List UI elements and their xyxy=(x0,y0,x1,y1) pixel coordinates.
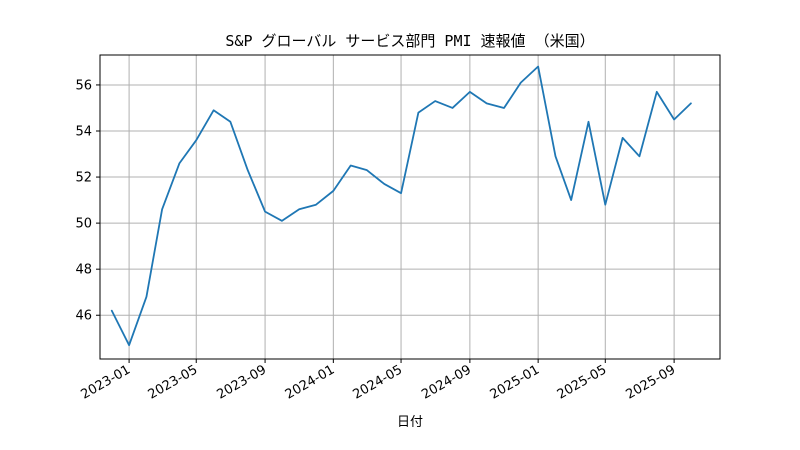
data-point xyxy=(537,65,540,68)
data-point xyxy=(298,208,301,211)
data-point xyxy=(365,169,368,172)
x-tick-label: 2024-09 xyxy=(419,362,474,402)
grid xyxy=(100,55,720,359)
data-point xyxy=(332,189,335,192)
data-point xyxy=(417,111,420,114)
x-tick-label: 2024-05 xyxy=(350,362,405,402)
x-tick-label: 2023-01 xyxy=(79,362,134,402)
series-layer xyxy=(110,65,692,347)
x-axis-label: 日付 xyxy=(397,415,423,430)
x-tick-label: 2023-09 xyxy=(215,362,270,402)
y-tick-label: 48 xyxy=(75,263,92,278)
data-point xyxy=(229,120,232,123)
data-point xyxy=(383,182,386,185)
y-tick-label: 50 xyxy=(75,217,92,232)
data-point xyxy=(145,295,148,298)
plot-frame xyxy=(99,54,721,360)
data-point xyxy=(434,100,437,103)
data-point xyxy=(280,219,283,222)
data-point xyxy=(195,139,198,142)
data-point xyxy=(451,106,454,109)
x-tick-label: 2024-01 xyxy=(283,362,338,402)
x-tick-label: 2023-05 xyxy=(146,362,201,402)
data-point xyxy=(400,192,403,195)
data-point xyxy=(621,136,624,139)
x-tick-label: 2025-05 xyxy=(555,362,610,402)
y-tick-label: 56 xyxy=(75,78,92,93)
series-line xyxy=(110,65,692,347)
y-tick-label: 54 xyxy=(75,125,92,140)
data-point xyxy=(638,155,641,158)
y-tick-label: 46 xyxy=(75,309,92,324)
data-point xyxy=(264,210,267,213)
data-point xyxy=(161,208,164,211)
data-point xyxy=(587,120,590,123)
data-point xyxy=(655,90,658,93)
y-tick-label: 52 xyxy=(75,171,92,186)
data-point xyxy=(468,90,471,93)
data-point xyxy=(604,203,607,206)
data-point xyxy=(689,102,692,105)
data-point xyxy=(212,109,215,112)
data-point xyxy=(178,162,181,165)
chart-title: S&P グローバル サービス部門 PMI 速報値 （米国） xyxy=(225,32,594,50)
data-point xyxy=(503,106,506,109)
data-point xyxy=(314,203,317,206)
data-point xyxy=(485,102,488,105)
data-point xyxy=(570,199,573,202)
data-point xyxy=(128,344,131,347)
x-tick-label: 2025-01 xyxy=(488,362,543,402)
data-point xyxy=(673,118,676,121)
data-point xyxy=(110,309,113,312)
data-point xyxy=(349,164,352,167)
data-point xyxy=(519,81,522,84)
x-tick-label: 2025-09 xyxy=(624,362,679,402)
data-point xyxy=(554,155,557,158)
data-point xyxy=(246,169,249,172)
